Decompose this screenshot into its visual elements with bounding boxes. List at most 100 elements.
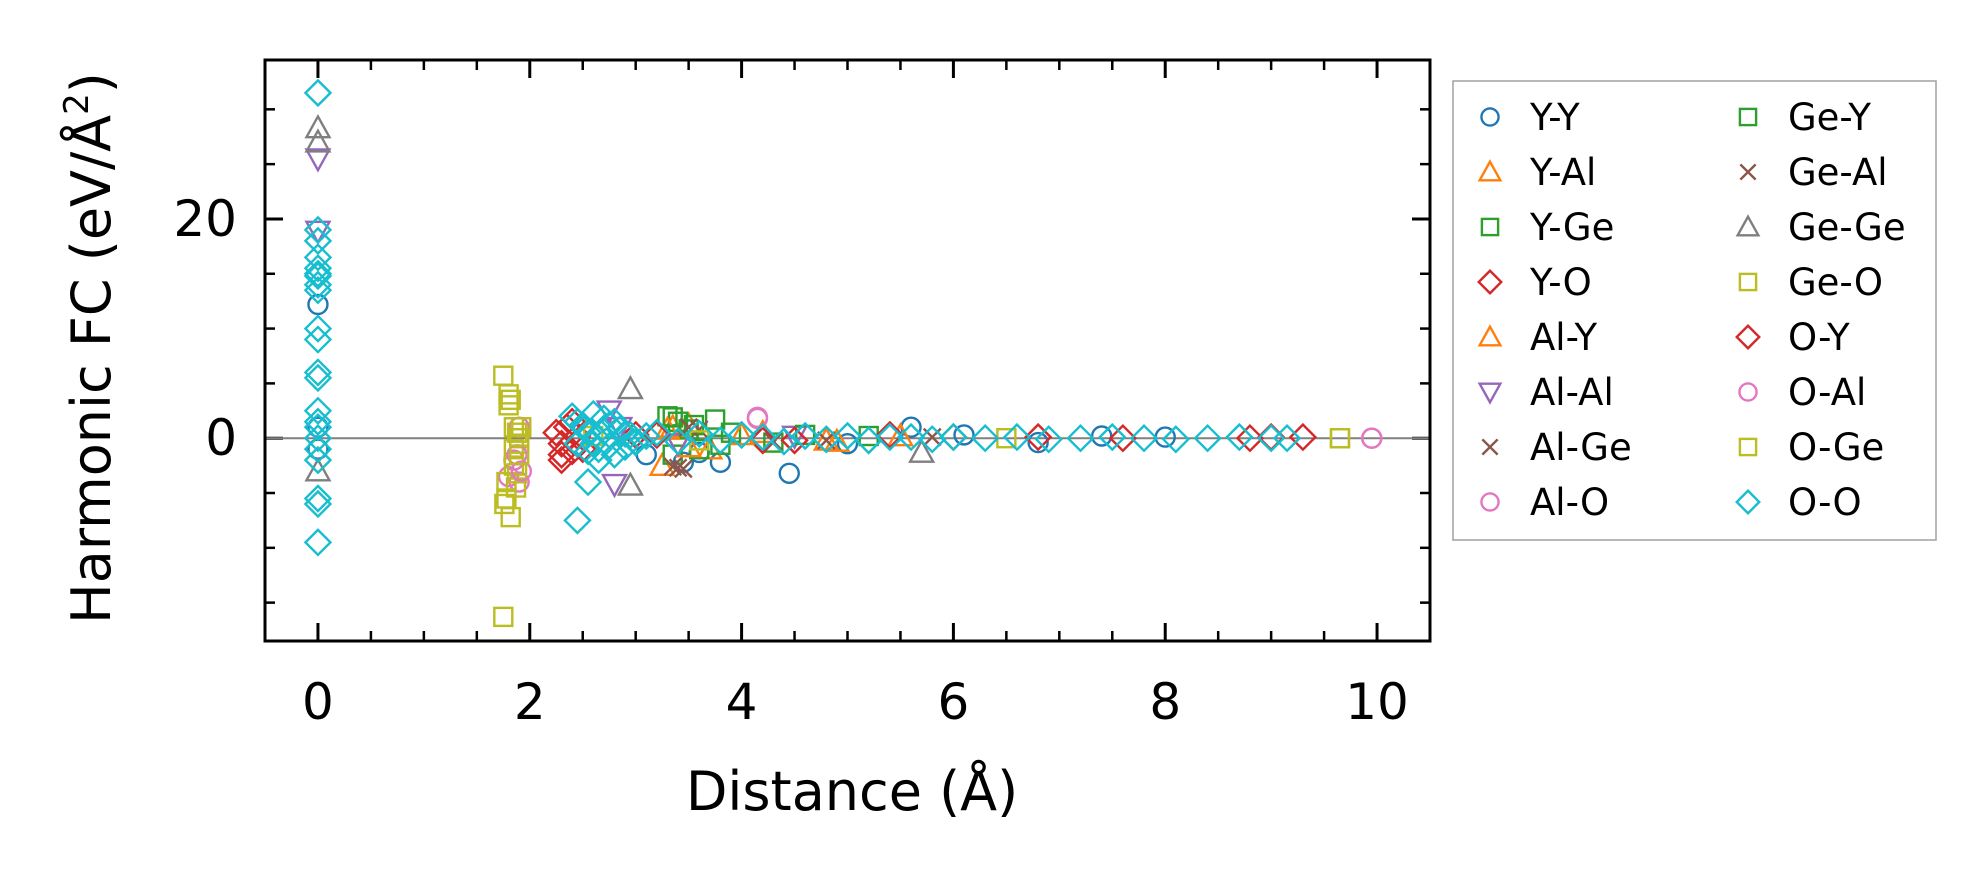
legend: Y-Y Y-Al Y-Ge Y-O Al-Y Al-Al Al-Ge Al-O Ge-Y Ge-A… [1452, 80, 1937, 541]
legend-marker [1735, 324, 1761, 350]
data-point [303, 276, 333, 305]
data-point [500, 389, 521, 411]
data-point [685, 419, 714, 449]
data-point [642, 420, 672, 450]
series-O-O [303, 78, 1302, 557]
legend-marker [1477, 269, 1503, 295]
legend-label: Al-Ge [1530, 426, 1632, 469]
legend-label: Al-Al [1530, 371, 1614, 414]
data-point [1034, 425, 1063, 454]
legend-item: Ge-Ge [1735, 206, 1906, 249]
legend-marker [1477, 159, 1503, 182]
y-axis-label-main: Harmonic FC (eV/Å [59, 115, 123, 624]
data-point [939, 422, 968, 452]
data-point [642, 418, 672, 447]
x-tick-label: 8 [1149, 673, 1181, 731]
legend-item: Y-Ge [1480, 206, 1614, 249]
data-point [303, 489, 333, 519]
legend-box [1452, 80, 1937, 541]
data-point [303, 261, 333, 291]
series-Ge-O [493, 365, 1351, 628]
data-point [303, 314, 333, 343]
legend-marker [1480, 492, 1500, 512]
legend-label: Y-O [1529, 261, 1592, 304]
legend-item: Y-O [1477, 261, 1592, 304]
data-point [1235, 424, 1265, 453]
data-point [918, 425, 947, 454]
legend-marker [1480, 107, 1500, 127]
series-O-Ge [496, 389, 1351, 509]
legend-marker [1481, 438, 1499, 456]
data-point [506, 422, 528, 443]
legend-label: O-Ge [1788, 426, 1884, 469]
data-point [303, 243, 333, 272]
data-point [953, 424, 975, 446]
data-point [836, 432, 859, 455]
legend-item: Al-O [1480, 481, 1609, 524]
legend-item: Al-Y [1477, 316, 1598, 359]
data-point [303, 254, 333, 283]
data-point [511, 417, 532, 438]
data-point [1225, 422, 1254, 452]
data-point [970, 424, 1000, 453]
data-point [748, 422, 777, 452]
data-point [303, 413, 333, 442]
data-point [510, 460, 532, 482]
data-point [939, 422, 968, 452]
data-point [304, 457, 332, 482]
plot-frame [263, 58, 1432, 643]
data-point [304, 128, 332, 153]
legend-item: Ge-Al [1739, 151, 1888, 194]
data-point [579, 399, 608, 429]
data-point [896, 422, 926, 452]
data-point [303, 528, 333, 557]
legend-marker [1739, 163, 1757, 181]
legend-item: Y-Al [1477, 151, 1596, 194]
data-point [1108, 424, 1138, 453]
data-point [704, 409, 726, 430]
legend-marker [1738, 107, 1758, 127]
x-tick-label: 4 [726, 673, 758, 731]
x-tick-labels: 0 2 4 6 8 10 [302, 673, 1409, 731]
data-point [1002, 422, 1032, 452]
data-point [1027, 431, 1049, 454]
data-point [304, 148, 332, 173]
legend-marker [1480, 217, 1500, 237]
data-point [303, 407, 333, 436]
data-point [503, 455, 525, 476]
scatter-markers [303, 78, 1383, 628]
data-point [589, 417, 619, 446]
data-point [547, 445, 576, 475]
legend-item: O-Ge [1738, 426, 1884, 469]
data-point [303, 363, 333, 393]
data-point [542, 418, 571, 447]
data-point [1129, 424, 1159, 453]
legend-label: O-O [1788, 481, 1862, 524]
data-point [494, 493, 515, 515]
data-point [833, 421, 862, 451]
series-Ge-Ge [304, 113, 936, 496]
legend-marker [1477, 324, 1503, 347]
data-point [621, 428, 650, 457]
data-point [812, 426, 840, 451]
legend-label: O-Y [1788, 316, 1850, 359]
data-point [780, 426, 809, 455]
data-point [303, 434, 333, 464]
data-point [303, 325, 333, 354]
legend-marker [1477, 382, 1503, 405]
data-point [858, 425, 879, 447]
x-tick-label: 2 [514, 673, 546, 731]
y-tick-labels: 0 20 [173, 190, 237, 467]
legend-label: Ge-O [1788, 261, 1883, 304]
legend-item: Al-Ge [1481, 426, 1632, 469]
minor-ticks [265, 60, 1430, 641]
legend-marker [1735, 489, 1761, 515]
data-point [303, 226, 333, 256]
data-point [746, 406, 769, 429]
y-axis-label: Harmonic FC (eV/Å2) [57, 72, 123, 624]
data-point [498, 384, 519, 405]
data-point [1361, 427, 1383, 449]
data-point [886, 422, 914, 447]
data-point [1329, 427, 1351, 449]
x-axis-label: Distance (Å) [686, 759, 1018, 823]
